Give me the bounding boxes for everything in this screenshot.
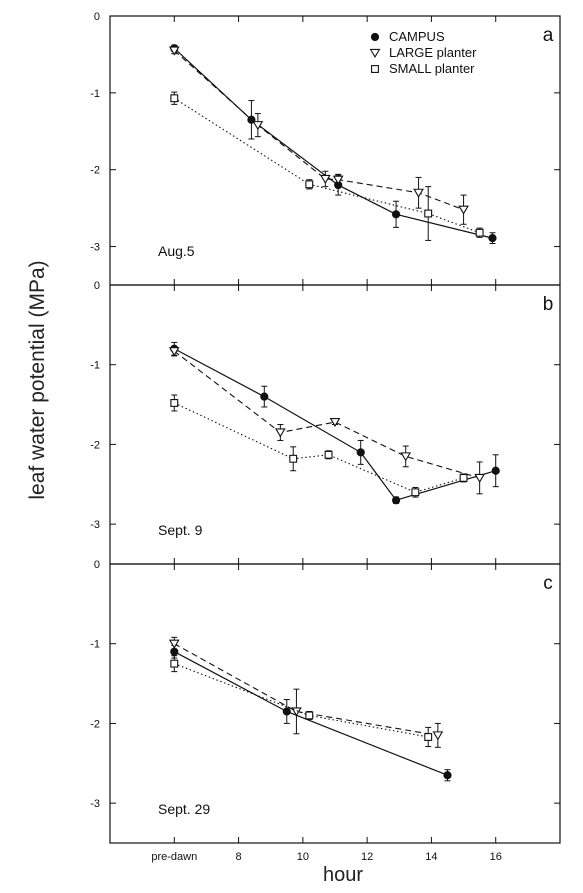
series-line	[173, 350, 480, 479]
data-point	[289, 454, 298, 463]
data-point	[260, 392, 269, 401]
series-line	[173, 47, 493, 239]
panel-a: 0 -1 -2 -3 a Aug.5	[90, 11, 561, 286]
data-point	[474, 473, 486, 483]
series-line	[174, 663, 429, 738]
data-point	[332, 175, 344, 185]
data-point	[424, 733, 433, 741]
series-large-planter	[168, 636, 444, 748]
series-large-planter	[168, 46, 469, 225]
date-annotation: Aug.5	[158, 243, 195, 259]
plot-frame	[109, 563, 561, 844]
series-campus	[170, 341, 500, 505]
series-line	[173, 50, 464, 211]
x-tick-label: 12	[361, 851, 373, 863]
data-point	[391, 496, 401, 505]
data-point	[170, 659, 179, 668]
data-point	[475, 228, 484, 237]
y-tick-label: -2	[90, 165, 100, 177]
panel-letter: c	[543, 573, 553, 594]
data-point	[305, 180, 314, 189]
data-point	[168, 347, 180, 357]
series-small-planter	[170, 91, 484, 241]
series-line	[173, 97, 480, 234]
series-large-planter	[168, 345, 486, 495]
data-point	[356, 448, 365, 457]
data-point	[458, 205, 469, 215]
data-point	[488, 234, 497, 243]
date-annotation: Sept. 9	[158, 522, 203, 538]
date-annotation: Sept. 29	[158, 801, 210, 817]
series-line	[174, 402, 464, 493]
data-point	[432, 731, 444, 741]
legend-label: LARGE planter	[389, 45, 477, 60]
x-tick-label: 10	[297, 851, 309, 863]
series-line	[174, 643, 438, 736]
y-tick-label: -3	[90, 519, 100, 531]
data-point	[411, 488, 420, 497]
legend-marker	[370, 32, 380, 42]
legend-marker	[371, 65, 379, 73]
legend-marker	[369, 48, 381, 59]
y-tick-label: -1	[90, 360, 100, 372]
data-point	[459, 473, 468, 482]
y-tick-label: -3	[90, 798, 100, 810]
data-point	[400, 452, 412, 462]
x-tick-label: 14	[425, 851, 437, 863]
data-point	[491, 466, 500, 475]
data-point	[324, 450, 333, 459]
data-point	[329, 418, 341, 428]
y-tick-label: -1	[90, 639, 100, 651]
series-small-planter	[170, 394, 468, 498]
y-tick-label: 0	[94, 559, 100, 571]
legend-label: CAMPUS	[389, 29, 445, 44]
data-point	[443, 771, 452, 780]
data-point	[305, 711, 314, 720]
y-tick-label: -2	[90, 439, 100, 451]
series-small-planter	[170, 655, 433, 748]
y-tick-label: -1	[90, 88, 100, 100]
panel-letter: b	[543, 294, 554, 315]
data-point	[168, 639, 180, 649]
y-tick-label: 0	[94, 280, 100, 292]
x-tick-label: 8	[236, 851, 242, 863]
data-point	[413, 188, 424, 198]
panel-c: 0 -1 -2 -3 c Sept. 29	[90, 559, 561, 844]
data-point	[170, 94, 179, 103]
panel-b: 0 -1 -2 -3 b Sept. 9	[90, 280, 561, 565]
data-point	[319, 174, 331, 184]
y-tick-label: 0	[94, 11, 100, 23]
legend-label: SMALL planter	[389, 61, 475, 76]
data-point	[170, 399, 179, 407]
data-point	[252, 121, 264, 131]
data-point	[391, 210, 401, 219]
x-tick-label: 16	[490, 851, 502, 863]
data-point	[274, 428, 286, 438]
data-point	[424, 209, 433, 218]
data-point	[168, 46, 180, 56]
panel-letter: a	[543, 25, 554, 46]
y-tick-label: -2	[90, 718, 100, 730]
x-tick-label: pre-dawn	[151, 851, 197, 863]
y-axis-label: leaf water potential (MPa)	[26, 260, 49, 499]
data-point	[282, 707, 291, 716]
x-axis-label: hour	[323, 864, 363, 886]
y-tick-label: -3	[90, 242, 100, 254]
